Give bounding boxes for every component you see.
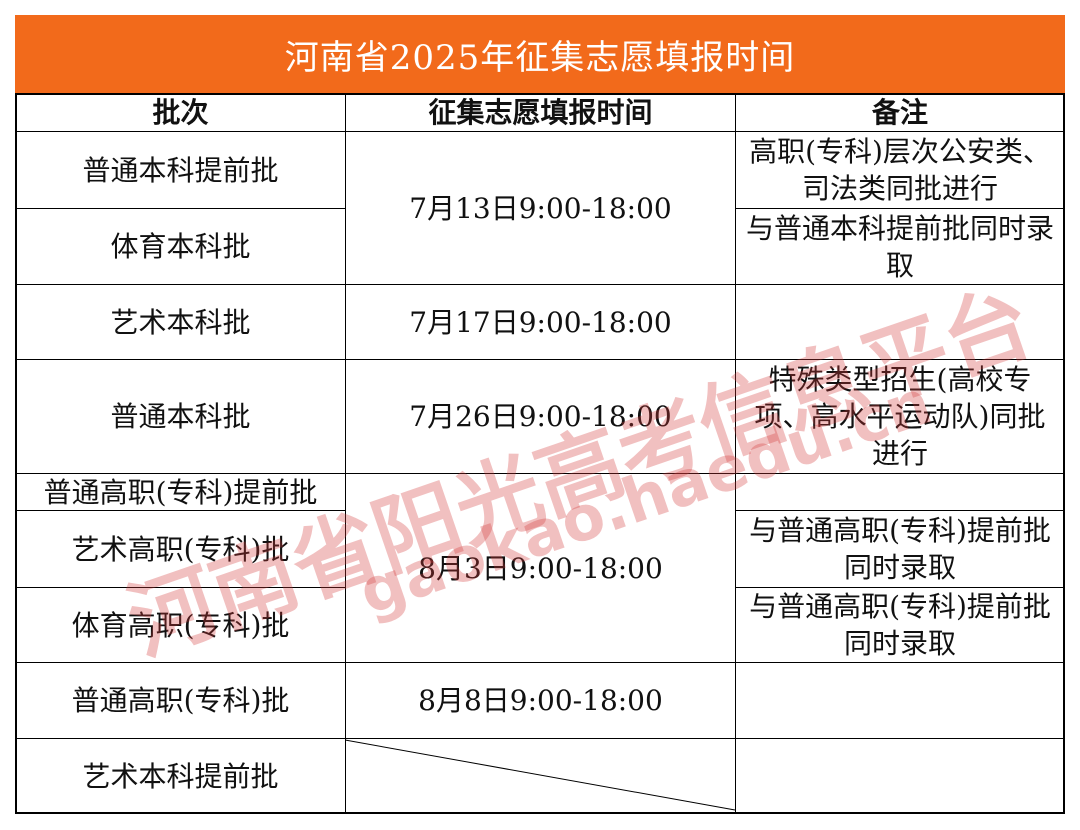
batch-cell: 普通高职(专科)批 [15,662,346,739]
time-cell: 8月8日9:00-18:00 [345,662,736,739]
note-cell [735,284,1065,360]
note-cell: 特殊类型招生(高校专项、高水平运动队)同批进行 [735,359,1065,474]
note-cell [735,738,1065,814]
batch-cell: 艺术高职(专科)批 [15,510,346,588]
time-cell: 7月26日9:00-18:00 [345,359,736,474]
batch-cell: 普通本科提前批 [15,131,346,209]
note-cell: 与普通本科提前批同时录取 [735,208,1065,285]
header-notes: 备注 [735,93,1065,132]
batch-cell: 艺术本科批 [15,284,346,360]
batch-cell: 体育高职(专科)批 [15,587,346,663]
time-cell: 7月13日9:00-18:00 [345,131,736,285]
diagonal-line [345,739,736,811]
batch-cell: 普通高职(专科)提前批 [15,473,346,511]
note-cell: 与普通高职(专科)提前批同时录取 [735,510,1065,588]
batch-cell: 艺术本科提前批 [15,738,346,814]
time-cell: 7月17日9:00-18:00 [345,284,736,360]
note-cell [735,662,1065,739]
note-cell [735,473,1065,511]
header-time: 征集志愿填报时间 [345,93,736,132]
batch-cell: 普通本科批 [15,359,346,474]
header-batch: 批次 [15,93,346,132]
table-title: 河南省2025年征集志愿填报时间 [15,15,1065,93]
note-cell: 高职(专科)层次公安类、司法类同批进行 [735,131,1065,209]
note-cell: 与普通高职(专科)提前批同时录取 [735,587,1065,663]
batch-cell: 体育本科批 [15,208,346,285]
time-cell: 8月3日9:00-18:00 [345,473,736,663]
